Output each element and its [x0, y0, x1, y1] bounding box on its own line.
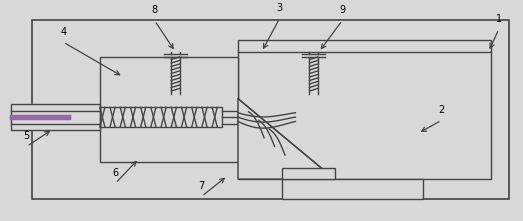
Text: 7: 7 [198, 181, 204, 191]
Text: 9: 9 [339, 5, 345, 15]
Bar [32, 20, 509, 199]
Text: 6: 6 [112, 168, 119, 178]
Text: 8: 8 [152, 5, 157, 15]
Text: 5: 5 [24, 131, 30, 141]
Bar [11, 104, 100, 130]
Bar [238, 40, 491, 179]
Bar [100, 57, 238, 162]
Text: 2: 2 [438, 105, 445, 115]
Text: 4: 4 [60, 27, 66, 37]
Text: 1: 1 [496, 14, 502, 24]
Polygon shape [238, 99, 335, 179]
Text: 3: 3 [277, 3, 283, 13]
Bar [282, 168, 335, 179]
Bar [100, 107, 222, 127]
Bar [282, 179, 423, 199]
